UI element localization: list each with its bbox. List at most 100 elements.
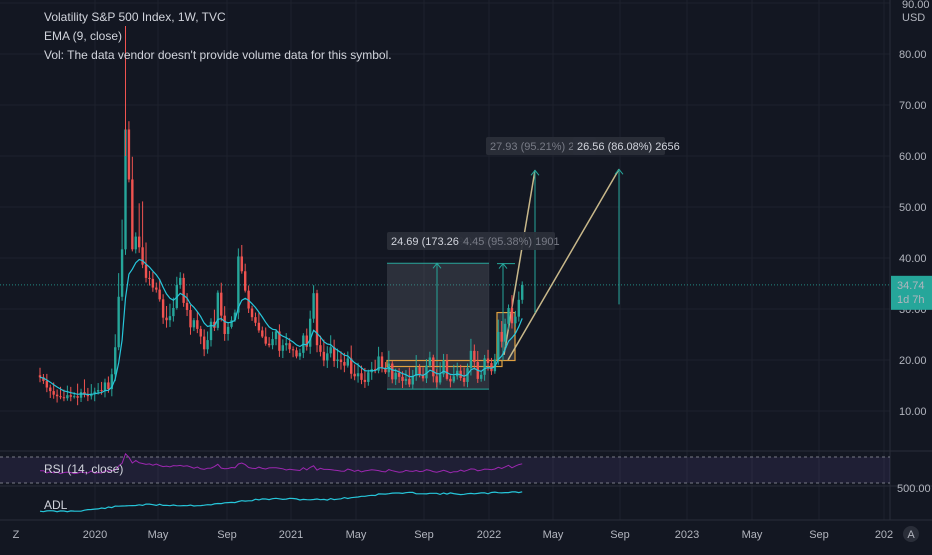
candle-body (336, 359, 339, 362)
candle-body (404, 378, 408, 381)
candle-body (329, 347, 332, 354)
price-axis[interactable]: 90.00USD80.0070.0060.0050.0040.0030.0020… (891, 0, 932, 495)
candle-body (237, 256, 240, 313)
candle-body (134, 236, 137, 250)
time-tick-label: 2022 (477, 529, 501, 541)
candle-body (49, 387, 52, 392)
candle-body (315, 293, 319, 346)
measurement-tools[interactable] (386, 168, 624, 390)
time-tick-label: May (543, 529, 564, 541)
measure-label: 4.45 (95.38%) 1901 (463, 236, 560, 248)
candle-body (120, 249, 124, 297)
candle-body (291, 349, 295, 351)
candle-body (192, 320, 196, 328)
candle-body (185, 302, 189, 311)
candle-body (360, 373, 363, 380)
candle-body (90, 393, 93, 397)
time-tick-label: Sep (414, 529, 434, 541)
rsi-legend[interactable]: RSI (14, close) (44, 462, 123, 476)
candle-body (250, 308, 254, 318)
price-tick-label: 60.00 (899, 151, 927, 163)
candle-body (168, 316, 172, 321)
candle-body (76, 396, 79, 398)
time-tick-label: 2023 (675, 529, 699, 541)
candle-body (202, 336, 206, 350)
candle-body (131, 179, 134, 250)
candle-body (100, 390, 103, 392)
price-tick-label: 40.00 (899, 253, 927, 265)
candle-body (209, 321, 213, 341)
time-tick-label: 202 (875, 529, 893, 541)
candle-body (500, 331, 503, 342)
candle-body (148, 277, 151, 279)
bar-countdown: 1d 7h (897, 294, 925, 306)
price-tick-label: 10.00 (899, 406, 927, 418)
adl-legend[interactable]: ADL (44, 498, 68, 512)
price-tick-label: 80.00 (899, 49, 927, 61)
candle-body (206, 340, 209, 350)
ema-line (39, 258, 523, 396)
candle-body (391, 363, 394, 380)
candle-body (356, 373, 360, 377)
last-price-label: 34.74 (897, 280, 925, 292)
candle-body (220, 292, 223, 316)
candle-body (473, 350, 476, 363)
candle-body (144, 264, 148, 278)
candle-body (127, 129, 131, 180)
candle-body (244, 271, 247, 291)
candle-body (312, 293, 315, 319)
candle-body (271, 339, 274, 346)
measure-label: 26.56 (86.08%) 2656 (577, 141, 680, 153)
candle-body (415, 367, 418, 376)
candle-body (380, 356, 384, 368)
candle-body (397, 372, 401, 377)
candle-body (411, 375, 414, 385)
candle-body (408, 378, 411, 385)
candle-body (326, 353, 329, 361)
ema-9-line (39, 258, 523, 396)
candle-body (483, 358, 486, 375)
candle-body (103, 382, 107, 392)
candle-body (421, 374, 425, 379)
candle-body (257, 322, 261, 331)
candle-body (353, 373, 356, 377)
candle-body (52, 391, 55, 395)
candle-body (305, 335, 308, 347)
candle-body (442, 360, 445, 375)
candle-body (384, 367, 387, 373)
candle-body (308, 318, 312, 347)
candle-body (298, 352, 302, 357)
candle-body (165, 317, 168, 321)
time-tick-label: May (346, 529, 367, 541)
candle-body (73, 396, 76, 398)
candle-body (42, 377, 45, 381)
candle-body (469, 350, 473, 369)
time-tick-label: May (148, 529, 169, 541)
auto-scale-icon[interactable]: A (907, 529, 915, 541)
candle-body (503, 323, 507, 342)
candle-body (274, 331, 278, 340)
candle-body (226, 326, 230, 334)
candle-body (322, 351, 326, 361)
grid-lines (0, 0, 932, 521)
projection-arrow-head-2 (614, 168, 624, 175)
candle-body (55, 394, 59, 397)
candle-body (281, 345, 285, 351)
candle-body (110, 374, 114, 390)
time-tick-label: May (742, 529, 763, 541)
last-price-tag (891, 275, 932, 310)
candle-body (141, 247, 144, 265)
candle-body (350, 358, 353, 374)
candle-body (240, 256, 243, 272)
timezone-icon[interactable]: Z (13, 529, 20, 541)
measure-label-bg (459, 232, 555, 250)
candle-body (449, 378, 452, 382)
currency-label: USD (902, 12, 925, 24)
adl-axis-label: 500.00 (897, 483, 931, 495)
candle-body (96, 390, 100, 392)
time-axis[interactable]: 2020 May Sep 2021 May Sep 2022 May Sep 2023 May Sep… (13, 526, 919, 542)
candle-body (278, 331, 281, 351)
candle-body (285, 343, 288, 346)
